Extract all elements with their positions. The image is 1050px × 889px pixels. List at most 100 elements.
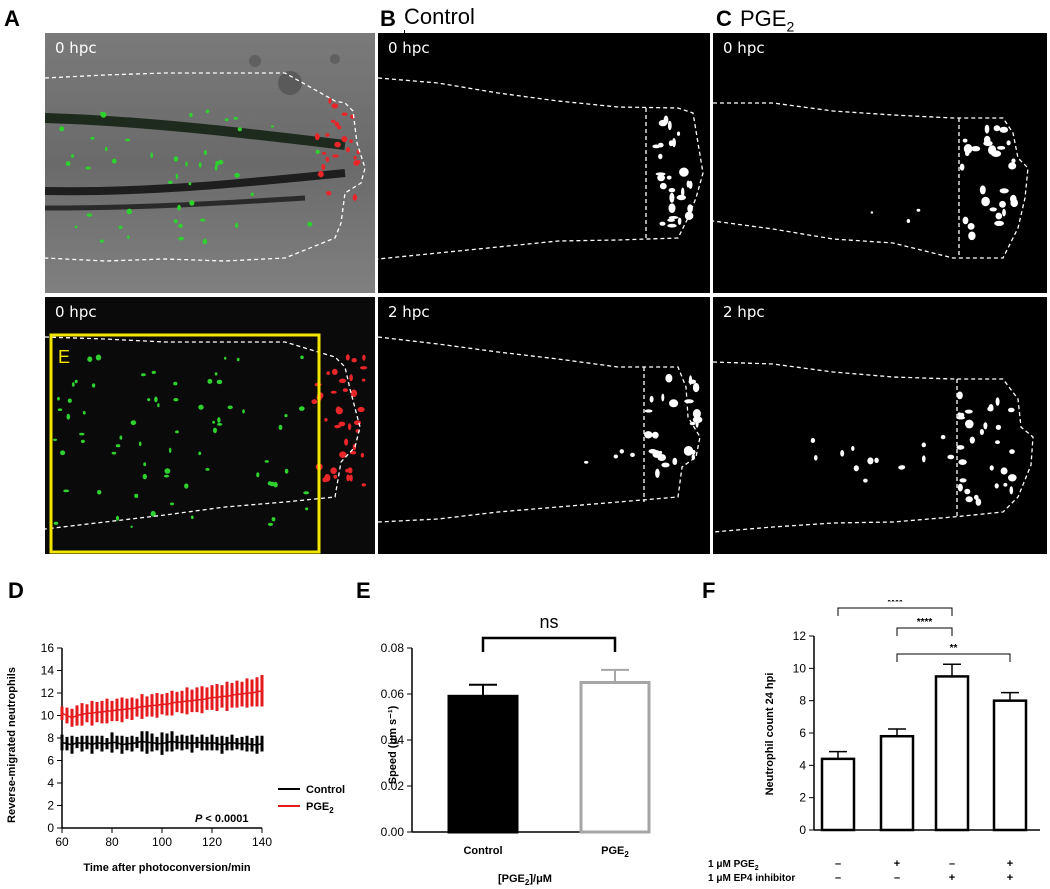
chart-f-y-tick-label: 0 <box>799 823 806 837</box>
cell-blob <box>361 483 366 487</box>
cell-blob <box>202 238 208 245</box>
cell-blob <box>652 144 661 149</box>
cell-blob <box>874 457 879 463</box>
cell-blob <box>964 488 971 495</box>
roi-label: E <box>58 347 70 367</box>
cell-blob <box>1009 486 1014 495</box>
cell-blob <box>668 203 676 213</box>
timepoint-label-a-bottom: 0 hpc <box>55 303 97 321</box>
cell-blob <box>356 159 361 165</box>
cell-blob <box>1008 162 1017 170</box>
treatment-sign: + <box>1007 872 1013 884</box>
cell-blob <box>688 180 693 189</box>
cell-blob <box>655 468 660 478</box>
cell-blob <box>345 468 350 473</box>
cell-blob <box>684 399 694 404</box>
cell-blob <box>964 409 973 414</box>
cell-blob <box>333 474 338 479</box>
cell-blob <box>212 420 216 424</box>
chart-d-y-tick-label: 10 <box>41 709 55 723</box>
panel-letter-e: E <box>356 578 371 603</box>
cell-blob <box>324 418 328 422</box>
cell-blob <box>692 409 701 419</box>
chart-d-series-line-control <box>61 740 263 746</box>
cell-blob <box>989 207 997 212</box>
cell-blob <box>345 354 350 361</box>
comparison-label: **** <box>887 600 903 608</box>
chart-d-y-tick-label: 6 <box>47 754 54 768</box>
legend-label-control: Control <box>306 784 345 796</box>
cell-blob <box>334 121 340 127</box>
chart-d-y-tick-label: 16 <box>41 641 55 655</box>
cell-blob <box>82 410 86 415</box>
cell-blob <box>1008 474 1017 482</box>
cell-blob <box>584 460 589 464</box>
cell-blob <box>979 185 986 195</box>
cell-blob <box>169 447 172 453</box>
cell-blob <box>352 194 358 201</box>
cell-blob <box>237 127 242 132</box>
cell-blob <box>190 515 194 520</box>
chart-f-y-tick-label: 8 <box>799 694 806 708</box>
chart-d-x-tick-label: 120 <box>202 835 222 849</box>
micrograph-b-top: 0 hpc <box>378 33 710 293</box>
cell-blob <box>360 453 365 458</box>
micrograph-a-bottom: E 0 hpc <box>45 297 375 554</box>
treatment-sign: + <box>949 872 955 884</box>
cell-blob <box>200 218 206 222</box>
cell-blob <box>175 173 179 180</box>
cell-blob <box>349 450 357 455</box>
cell-blob <box>1010 198 1018 208</box>
treatment-sign: + <box>894 858 900 870</box>
cell-blob <box>325 156 330 163</box>
cell-blob <box>205 109 210 114</box>
cell-blob <box>351 358 357 363</box>
cell-blob <box>334 141 341 148</box>
cell-blob <box>217 417 221 423</box>
cell-blob <box>175 430 179 434</box>
timepoint-label-b-top: 0 hpc <box>388 39 430 57</box>
cell-blob <box>115 444 121 448</box>
cell-blob <box>619 449 624 454</box>
cell-blob <box>988 145 997 155</box>
cell-blob <box>233 116 238 120</box>
cell-blob <box>994 483 999 489</box>
chart-d-x-tick-label: 100 <box>152 835 172 849</box>
cell-blob <box>141 373 146 377</box>
cell-blob <box>97 490 102 495</box>
cell-blob <box>665 373 673 383</box>
comparison-label: **** <box>917 617 933 628</box>
cell-blob <box>668 188 676 193</box>
chart-f-bar <box>879 734 915 832</box>
chart-e-y-tick-label: 0.06 <box>381 687 405 701</box>
cell-blob <box>330 119 336 123</box>
cell-blob <box>91 383 96 388</box>
cell-blob <box>99 239 104 243</box>
cell-blob <box>661 393 665 402</box>
cell-blob <box>178 236 184 241</box>
timepoint-label-a-top: 0 hpc <box>55 39 97 57</box>
cell-blob <box>311 399 318 405</box>
cell-blob <box>657 454 666 461</box>
micrograph-grid: 0 hpc 0 hpc 0 hpc E 0 hpc <box>45 33 1047 554</box>
cell-blob <box>130 525 133 528</box>
cell-blob <box>349 474 353 482</box>
cell-blob <box>863 478 868 483</box>
cell-blob <box>956 445 965 450</box>
chart-d: 0 2 4 6 8 10 12 14 16 60 80 100 120 140 Reverse-migra… <box>6 641 345 874</box>
cell-blob <box>357 406 365 413</box>
cell-blob <box>325 133 330 137</box>
cell-blob <box>151 370 156 374</box>
cell-blob <box>346 474 351 482</box>
panel-letter-d: D <box>8 578 24 603</box>
cell-blob <box>360 366 368 370</box>
cell-blob <box>198 451 202 456</box>
cell-blob <box>851 446 855 451</box>
cell-blob <box>150 152 153 159</box>
chart-d-y-tick-label: 2 <box>47 799 54 813</box>
cell-blob <box>189 112 193 118</box>
chart-d-x-tick-label: 80 <box>105 835 119 849</box>
cell-blob <box>347 467 353 474</box>
cell-blob <box>125 138 131 142</box>
cell-blob <box>330 467 337 474</box>
